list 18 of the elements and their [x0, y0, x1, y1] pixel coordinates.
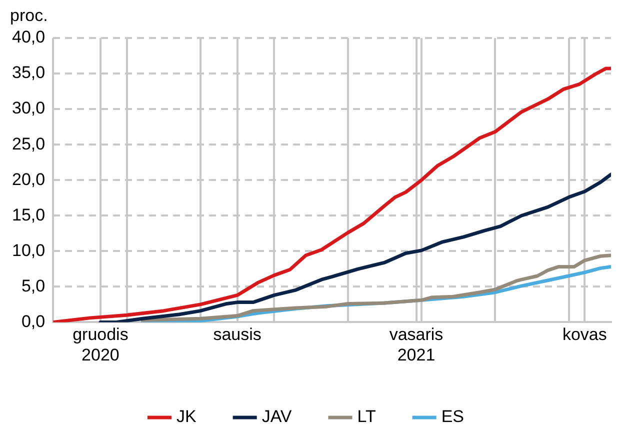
y-tick-label: 25,0 — [12, 134, 46, 154]
y-tick-label: 10,0 — [12, 240, 46, 260]
legend-label: LT — [357, 407, 376, 426]
legend-label: JAV — [262, 407, 292, 426]
y-axis-title: proc. — [10, 6, 48, 26]
y-tick-label: 30,0 — [12, 98, 46, 118]
y-tick-label: 5,0 — [21, 276, 46, 296]
y-tick-label: 20,0 — [12, 170, 46, 189]
x-tick-label: kovas — [562, 325, 607, 344]
y-tick-label: 35,0 — [12, 63, 46, 82]
x-tick-label: vasaris 2021 — [389, 325, 444, 364]
legend-label: ES — [441, 407, 464, 426]
y-tick-label: 15,0 — [12, 205, 46, 224]
x-tick-label: gruodis 2020 — [72, 325, 128, 364]
y-tick-label: 0,0 — [21, 312, 46, 331]
y-tick-label: 40,0 — [12, 28, 46, 47]
x-tick-label: sausis — [213, 325, 262, 344]
legend-label: JK — [176, 407, 197, 426]
